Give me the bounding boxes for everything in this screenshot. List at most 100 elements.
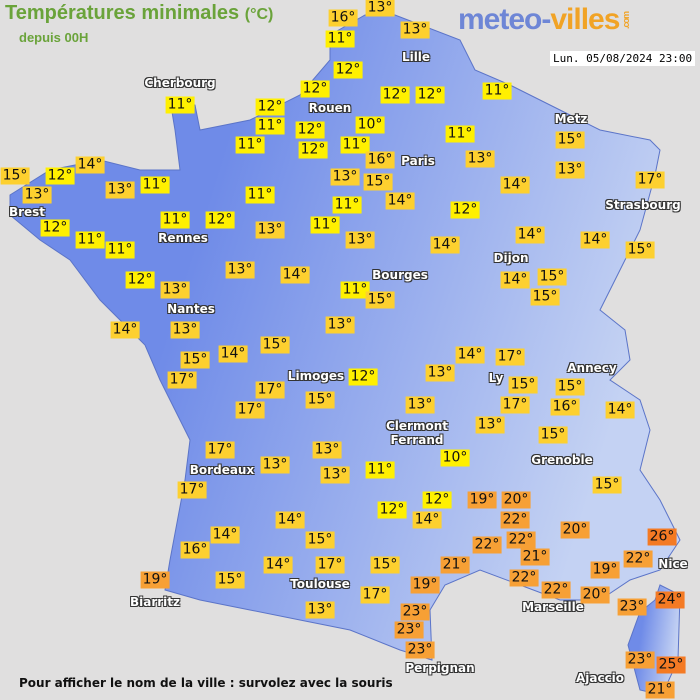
temperature-marker[interactable]: 11° [332,196,362,214]
temperature-marker[interactable]: 14° [75,156,105,174]
temperature-marker[interactable]: 17° [635,171,665,189]
temperature-marker[interactable]: 22° [541,581,571,599]
temperature-marker[interactable]: 20° [501,491,531,509]
temperature-marker[interactable]: 12° [125,271,155,289]
temperature-marker[interactable]: 22° [506,531,536,549]
temperature-marker[interactable]: 13° [22,186,52,204]
temperature-marker[interactable]: 12° [45,167,75,185]
temperature-marker[interactable]: 11° [255,117,285,135]
temperature-marker[interactable]: 16° [365,151,395,169]
temperature-marker[interactable]: 13° [320,466,350,484]
temperature-marker[interactable]: 14° [580,231,610,249]
temperature-marker[interactable]: 15° [555,131,585,149]
temperature-marker[interactable]: 21° [645,681,675,699]
temperature-marker[interactable]: 12° [450,201,480,219]
temperature-marker[interactable]: 13° [160,281,190,299]
temperature-marker[interactable]: 13° [365,0,395,17]
temperature-marker[interactable]: 14° [412,511,442,529]
temperature-marker[interactable]: 11° [165,96,195,114]
temperature-marker[interactable]: 17° [255,381,285,399]
temperature-marker[interactable]: 13° [400,21,430,39]
temperature-marker[interactable]: 17° [500,396,530,414]
temperature-marker[interactable]: 21° [440,556,470,574]
temperature-marker[interactable]: 12° [255,98,285,116]
temperature-marker[interactable]: 14° [515,226,545,244]
temperature-marker[interactable]: 19° [467,491,497,509]
temperature-marker[interactable]: 19° [410,576,440,594]
temperature-marker[interactable]: 13° [260,456,290,474]
temperature-marker[interactable]: 10° [440,449,470,467]
temperature-marker[interactable]: 12° [40,219,70,237]
temperature-marker[interactable]: 19° [140,571,170,589]
temperature-marker[interactable]: 23° [405,641,435,659]
temperature-marker[interactable]: 14° [455,346,485,364]
temperature-marker[interactable]: 11° [310,216,340,234]
temperature-marker[interactable]: 14° [280,266,310,284]
temperature-marker[interactable]: 23° [625,651,655,669]
temperature-marker[interactable]: 11° [340,136,370,154]
temperature-marker[interactable]: 22° [623,550,653,568]
temperature-marker[interactable]: 14° [275,511,305,529]
temperature-marker[interactable]: 14° [385,192,415,210]
temperature-marker[interactable]: 15° [538,426,568,444]
temperature-marker[interactable]: 13° [170,321,200,339]
temperature-marker[interactable]: 11° [235,136,265,154]
temperature-marker[interactable]: 17° [177,481,207,499]
temperature-marker[interactable]: 13° [475,416,505,434]
temperature-marker[interactable]: 13° [105,181,135,199]
temperature-marker[interactable]: 14° [263,556,293,574]
temperature-marker[interactable]: 11° [140,176,170,194]
temperature-marker[interactable]: 11° [482,82,512,100]
temperature-marker[interactable]: 17° [360,586,390,604]
temperature-marker[interactable]: 13° [330,168,360,186]
temperature-marker[interactable]: 14° [605,401,635,419]
temperature-marker[interactable]: 15° [592,476,622,494]
temperature-marker[interactable]: 11° [245,186,275,204]
temperature-marker[interactable]: 15° [365,291,395,309]
temperature-marker[interactable]: 13° [225,261,255,279]
temperature-marker[interactable]: 20° [560,521,590,539]
temperature-marker[interactable]: 11° [365,461,395,479]
temperature-marker[interactable]: 14° [218,345,248,363]
temperature-marker[interactable]: 17° [205,441,235,459]
temperature-marker[interactable]: 11° [445,125,475,143]
temperature-marker[interactable]: 15° [305,531,335,549]
temperature-marker[interactable]: 25° [656,656,686,674]
temperature-marker[interactable]: 20° [580,586,610,604]
temperature-marker[interactable]: 10° [355,116,385,134]
temperature-marker[interactable]: 11° [160,211,190,229]
temperature-marker[interactable]: 12° [333,61,363,79]
temperature-marker[interactable]: 15° [555,378,585,396]
temperature-marker[interactable]: 13° [312,441,342,459]
temperature-marker[interactable]: 12° [415,86,445,104]
temperature-marker[interactable]: 21° [520,548,550,566]
temperature-marker[interactable]: 16° [180,541,210,559]
temperature-marker[interactable]: 22° [500,511,530,529]
temperature-marker[interactable]: 12° [377,501,407,519]
temperature-marker[interactable]: 12° [380,86,410,104]
temperature-marker[interactable]: 17° [235,401,265,419]
temperature-marker[interactable]: 13° [255,221,285,239]
temperature-marker[interactable]: 17° [315,556,345,574]
temperature-marker[interactable]: 23° [617,598,647,616]
temperature-marker[interactable]: 13° [345,231,375,249]
temperature-marker[interactable]: 13° [325,316,355,334]
temperature-marker[interactable]: 22° [472,536,502,554]
temperature-marker[interactable]: 22° [509,569,539,587]
temperature-marker[interactable]: 15° [215,571,245,589]
temperature-marker[interactable]: 13° [465,150,495,168]
temperature-marker[interactable]: 15° [530,288,560,306]
temperature-marker[interactable]: 15° [508,376,538,394]
temperature-marker[interactable]: 16° [328,9,358,27]
temperature-marker[interactable]: 15° [363,173,393,191]
temperature-marker[interactable]: 23° [394,621,424,639]
meteo-villes-logo[interactable]: meteo-villes .com [458,3,631,37]
temperature-marker[interactable]: 14° [500,271,530,289]
temperature-marker[interactable]: 15° [370,556,400,574]
temperature-marker[interactable]: 15° [537,268,567,286]
temperature-marker[interactable]: 14° [500,176,530,194]
temperature-marker[interactable]: 13° [555,161,585,179]
temperature-marker[interactable]: 12° [298,141,328,159]
temperature-marker[interactable]: 14° [430,236,460,254]
temperature-marker[interactable]: 24° [655,591,685,609]
